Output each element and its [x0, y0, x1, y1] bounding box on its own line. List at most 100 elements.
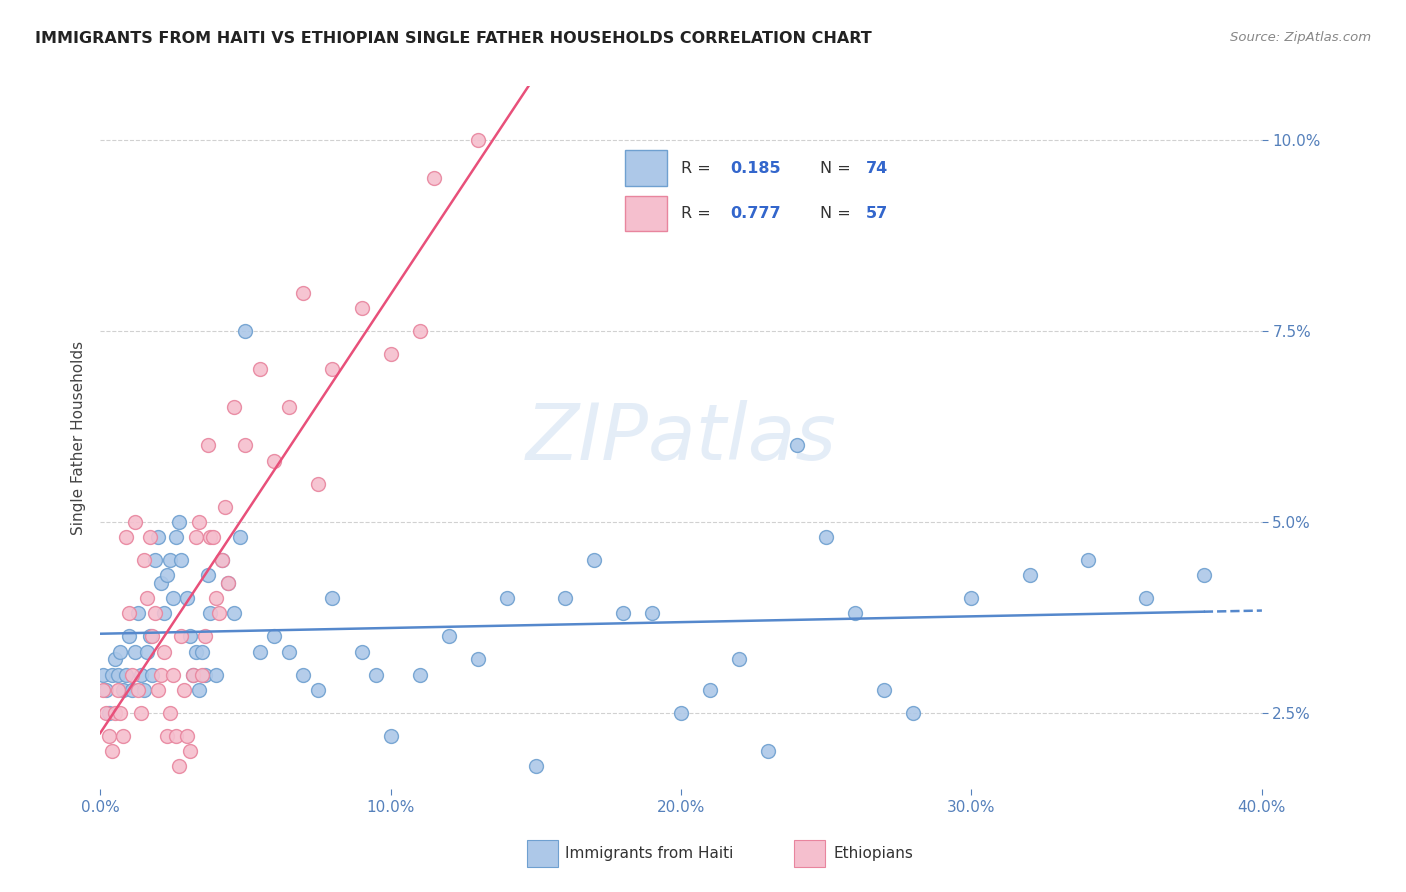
Point — [179, 744, 201, 758]
Point — [170, 553, 193, 567]
Point — [94, 682, 117, 697]
Point — [211, 553, 233, 567]
Point — [200, 530, 222, 544]
Point — [110, 645, 132, 659]
Point — [94, 706, 117, 720]
Point — [118, 607, 141, 621]
Point — [187, 515, 209, 529]
Point — [173, 682, 195, 697]
Point — [132, 682, 155, 697]
Point — [107, 667, 129, 681]
Point — [307, 476, 329, 491]
Point — [165, 530, 187, 544]
Point — [495, 591, 517, 606]
Point — [127, 682, 149, 697]
Point — [217, 575, 239, 590]
Point — [815, 530, 838, 544]
Point — [263, 453, 285, 467]
Point — [135, 645, 157, 659]
Point — [756, 744, 779, 758]
Point — [135, 591, 157, 606]
Point — [211, 553, 233, 567]
Point — [277, 645, 299, 659]
Point — [162, 591, 184, 606]
Point — [150, 575, 173, 590]
Point — [200, 607, 222, 621]
Point — [641, 607, 664, 621]
Point — [156, 568, 179, 582]
Point — [176, 591, 198, 606]
Point — [292, 285, 315, 300]
Point — [115, 530, 138, 544]
Point — [121, 682, 143, 697]
Point — [699, 682, 721, 697]
Point — [1018, 568, 1040, 582]
Point — [129, 706, 152, 720]
Point — [423, 171, 446, 186]
Point — [197, 568, 219, 582]
Point — [112, 729, 135, 743]
Point — [124, 515, 146, 529]
Point — [277, 400, 299, 414]
Point — [112, 682, 135, 697]
Point — [129, 667, 152, 681]
Point — [903, 706, 925, 720]
Point — [194, 667, 217, 681]
Point — [181, 667, 204, 681]
Point — [118, 629, 141, 643]
Point — [350, 645, 373, 659]
Point — [408, 667, 430, 681]
Point — [141, 667, 163, 681]
Point — [197, 438, 219, 452]
Point — [208, 607, 231, 621]
Point — [321, 591, 343, 606]
Point — [222, 607, 245, 621]
Point — [669, 706, 692, 720]
Point — [524, 759, 547, 773]
Point — [217, 575, 239, 590]
Text: Immigrants from Haiti: Immigrants from Haiti — [565, 847, 734, 861]
Text: ZIPatlas: ZIPatlas — [526, 400, 837, 475]
Y-axis label: Single Father Households: Single Father Households — [72, 341, 86, 535]
Point — [104, 706, 127, 720]
Point — [97, 729, 120, 743]
Point — [165, 729, 187, 743]
Point — [554, 591, 576, 606]
Point — [181, 667, 204, 681]
Point — [786, 438, 808, 452]
Point — [148, 682, 170, 697]
Point — [162, 667, 184, 681]
Point — [1192, 568, 1215, 582]
Point — [115, 667, 138, 681]
Point — [184, 645, 207, 659]
Point — [228, 530, 250, 544]
Point — [143, 607, 166, 621]
Point — [148, 530, 170, 544]
Point — [138, 530, 160, 544]
Point — [612, 607, 634, 621]
Point — [127, 607, 149, 621]
Point — [191, 667, 214, 681]
Point — [153, 607, 176, 621]
Point — [307, 682, 329, 697]
Point — [100, 744, 122, 758]
Point — [107, 682, 129, 697]
Point — [728, 652, 751, 666]
Point — [263, 629, 285, 643]
Point — [1077, 553, 1099, 567]
Point — [138, 629, 160, 643]
Text: Ethiopians: Ethiopians — [834, 847, 914, 861]
Point — [143, 553, 166, 567]
Point — [321, 362, 343, 376]
Point — [205, 591, 228, 606]
Point — [364, 667, 387, 681]
Point — [159, 706, 181, 720]
Point — [132, 553, 155, 567]
Point — [91, 667, 114, 681]
Text: Source: ZipAtlas.com: Source: ZipAtlas.com — [1230, 31, 1371, 45]
Point — [187, 682, 209, 697]
Point — [159, 553, 181, 567]
Point — [214, 500, 236, 514]
Point — [179, 629, 201, 643]
Point — [467, 652, 489, 666]
